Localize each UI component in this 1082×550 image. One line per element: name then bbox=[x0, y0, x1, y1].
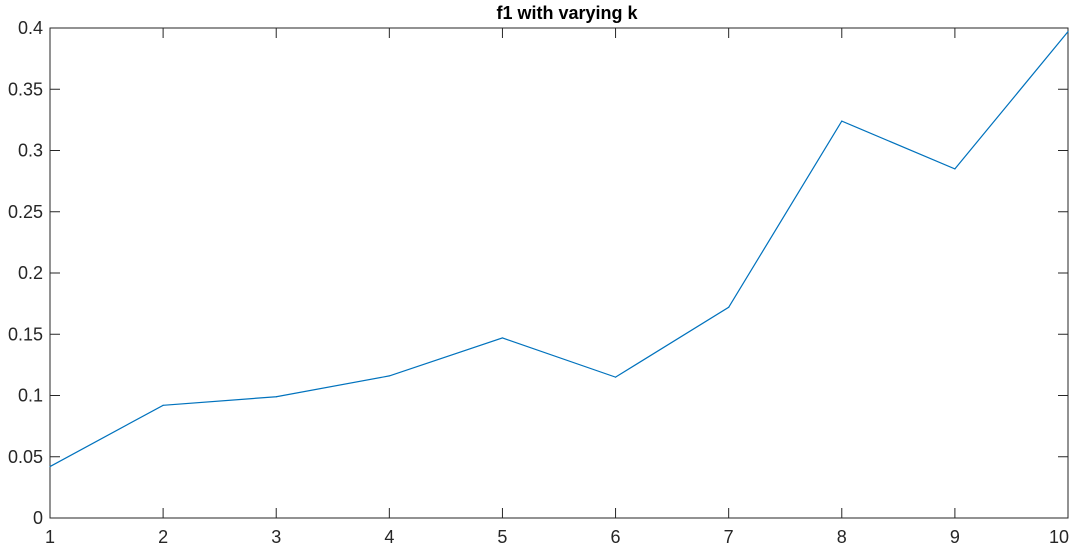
x-tick-label: 7 bbox=[724, 527, 734, 547]
y-tick-label: 0.35 bbox=[8, 79, 43, 99]
x-tick-label: 8 bbox=[837, 527, 847, 547]
data-point bbox=[275, 396, 277, 398]
data-point bbox=[728, 306, 730, 308]
x-tick-label: 1 bbox=[45, 527, 55, 547]
data-point bbox=[49, 465, 51, 468]
data-point bbox=[162, 404, 164, 406]
y-tick-label: 0.3 bbox=[18, 141, 43, 161]
data-point bbox=[501, 337, 504, 339]
x-tick-label: 5 bbox=[497, 527, 507, 547]
plot-area bbox=[49, 27, 1069, 519]
x-tick-label: 3 bbox=[271, 527, 281, 547]
series-layer bbox=[49, 31, 1069, 468]
y-tick-label: 0.15 bbox=[8, 324, 43, 344]
x-tick-label: 2 bbox=[158, 527, 168, 547]
x-axis: 1 2 3 4 5 6 7 8 9 10 bbox=[45, 28, 1069, 547]
y-tick-label: 0.25 bbox=[8, 202, 43, 222]
data-point bbox=[1067, 31, 1069, 33]
data-point bbox=[614, 376, 617, 378]
data-point bbox=[841, 120, 843, 122]
data-point bbox=[388, 375, 390, 377]
chart-title: f1 with varying k bbox=[496, 3, 638, 23]
series-line bbox=[49, 31, 1069, 468]
y-tick-label: 0.05 bbox=[8, 447, 43, 467]
x-tick-label: 9 bbox=[950, 527, 960, 547]
x-tick-label: 6 bbox=[611, 527, 621, 547]
x-tick-label: 4 bbox=[384, 527, 394, 547]
data-point bbox=[954, 168, 956, 170]
y-tick-label: 0.4 bbox=[18, 18, 43, 38]
y-tick-label: 0 bbox=[33, 508, 43, 528]
y-tick-label: 0.2 bbox=[18, 263, 43, 283]
y-tick-label: 0.1 bbox=[18, 386, 43, 406]
x-tick-label: 10 bbox=[1049, 527, 1069, 547]
y-axis: 0 0.05 0.1 0.15 0.2 0.25 0.3 0.35 0.4 bbox=[8, 18, 1068, 528]
